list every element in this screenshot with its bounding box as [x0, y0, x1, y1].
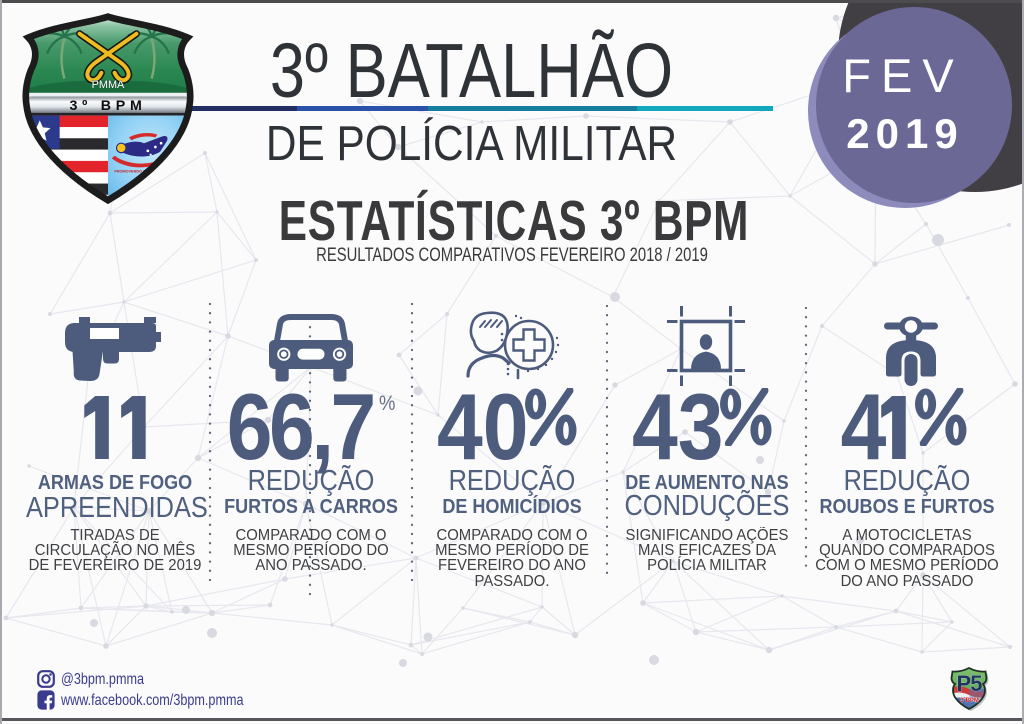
svg-text:P5: P5: [957, 671, 983, 696]
svg-text:PMMA: PMMA: [92, 79, 125, 91]
svg-text:3ºBPM: 3ºBPM: [960, 698, 979, 704]
svg-text:PROMOVENDO CIDADANIA: PROMOVENDO CIDADANIA: [114, 170, 164, 174]
svg-text:3º BPM: 3º BPM: [69, 98, 146, 114]
